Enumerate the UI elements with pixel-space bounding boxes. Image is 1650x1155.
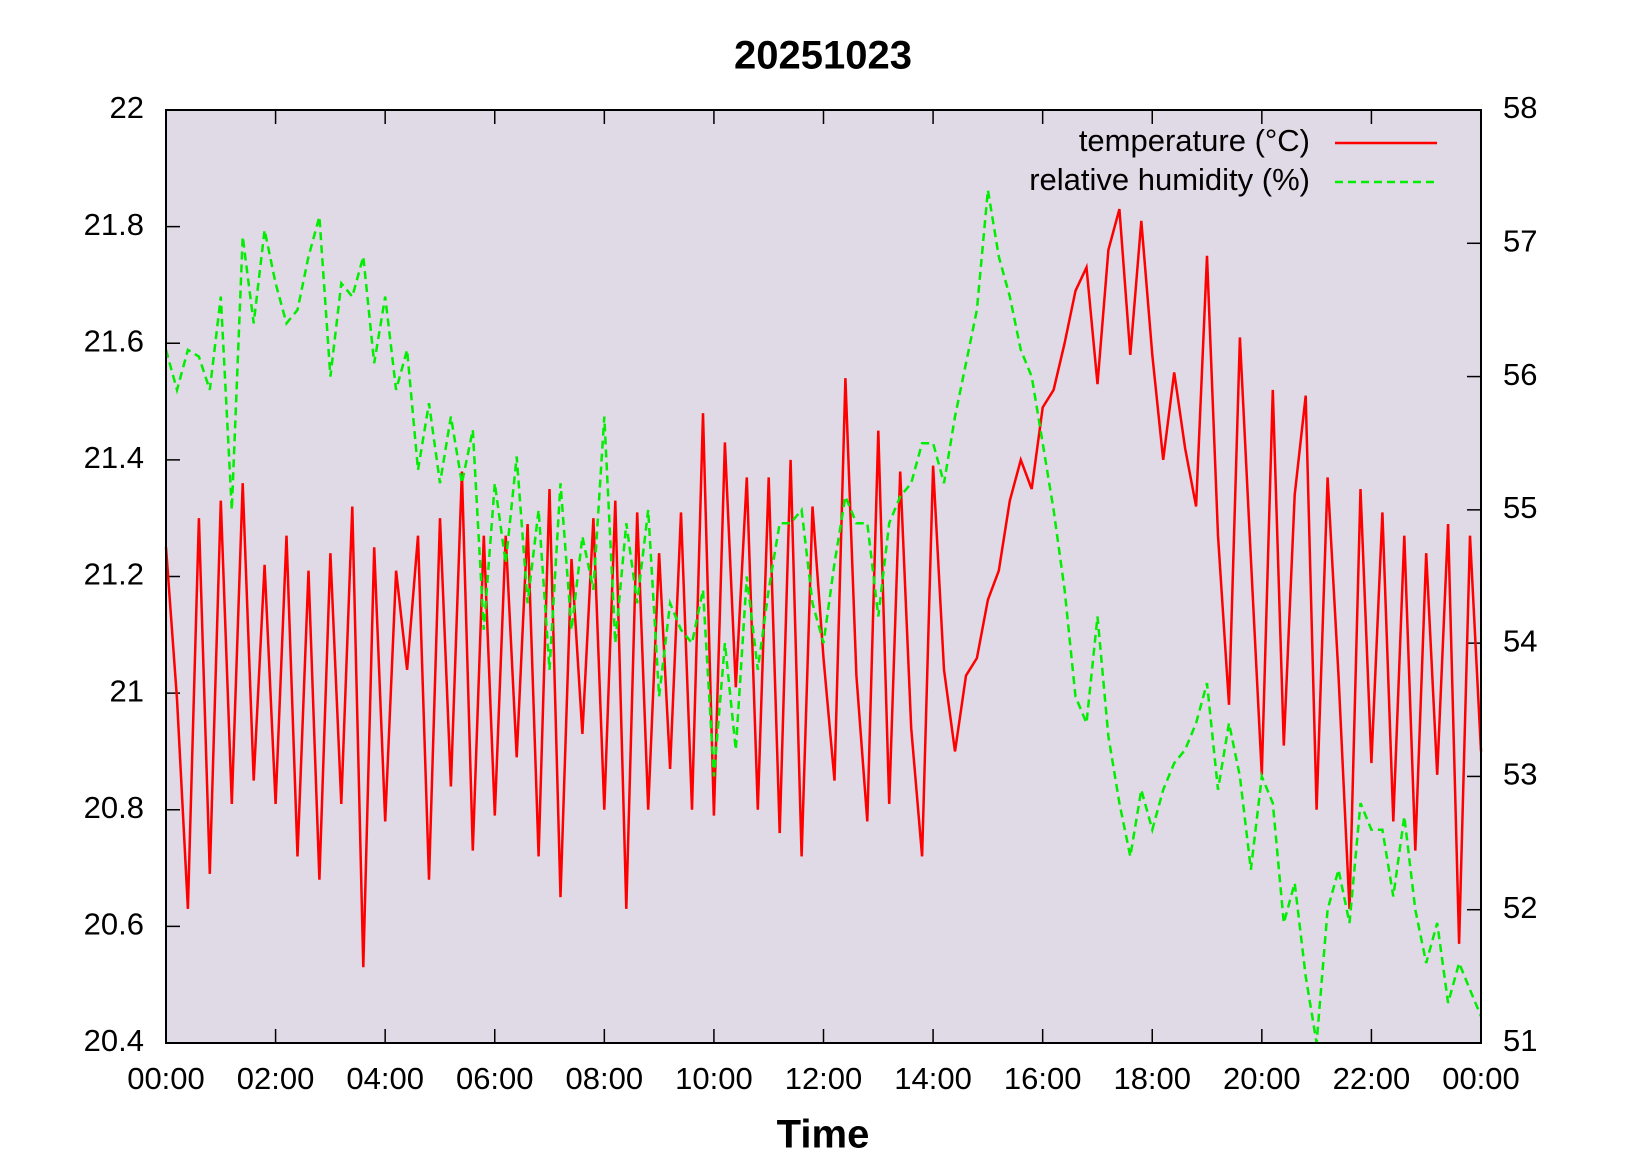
legend-label: relative humidity (%): [1029, 162, 1310, 197]
y2-tick-label: 55: [1503, 490, 1537, 525]
x-tick-label: 00:00: [1442, 1061, 1520, 1096]
y-tick-label: 20.6: [84, 907, 144, 942]
y-tick-label: 20.4: [84, 1023, 144, 1058]
y2-tick-label: 52: [1503, 890, 1537, 925]
y2-tick-label: 57: [1503, 223, 1537, 258]
x-tick-label: 04:00: [346, 1061, 424, 1096]
plot-border: [165, 109, 1482, 1044]
x-tick-label: 06:00: [456, 1061, 534, 1096]
x-tick-label: 20:00: [1223, 1061, 1301, 1096]
y2-tick-label: 53: [1503, 757, 1537, 792]
x-tick-label: 02:00: [237, 1061, 315, 1096]
y2-tick-label: 54: [1503, 623, 1537, 658]
x-tick-label: 18:00: [1113, 1061, 1191, 1096]
y-tick-label: 21.6: [84, 323, 144, 358]
y-tick-label: 22: [110, 90, 144, 125]
x-tick-label: 08:00: [566, 1061, 644, 1096]
plot-area: [166, 110, 1481, 1043]
y-tick-label: 21.2: [84, 557, 144, 592]
x-tick-label: 16:00: [1004, 1061, 1082, 1096]
x-tick-label: 10:00: [675, 1061, 753, 1096]
y-tick-label: 21: [110, 673, 144, 708]
y2-tick-label: 51: [1503, 1023, 1537, 1058]
x-axis-label: Time: [777, 1113, 870, 1155]
legend-label: temperature (°C): [1079, 123, 1310, 158]
x-tick-label: 22:00: [1333, 1061, 1411, 1096]
y2-tick-label: 56: [1503, 357, 1537, 392]
y-tick-label: 21.8: [84, 207, 144, 242]
series-line: [164, 189, 1483, 1044]
x-tick-label: 00:00: [127, 1061, 205, 1096]
x-tick-label: 14:00: [894, 1061, 972, 1096]
y-tick-label: 20.8: [84, 790, 144, 825]
y-tick-label: 21.4: [84, 440, 144, 475]
x-tick-label: 12:00: [785, 1061, 863, 1096]
chart-title: 20251023: [734, 34, 912, 78]
y2-tick-label: 58: [1503, 90, 1537, 125]
